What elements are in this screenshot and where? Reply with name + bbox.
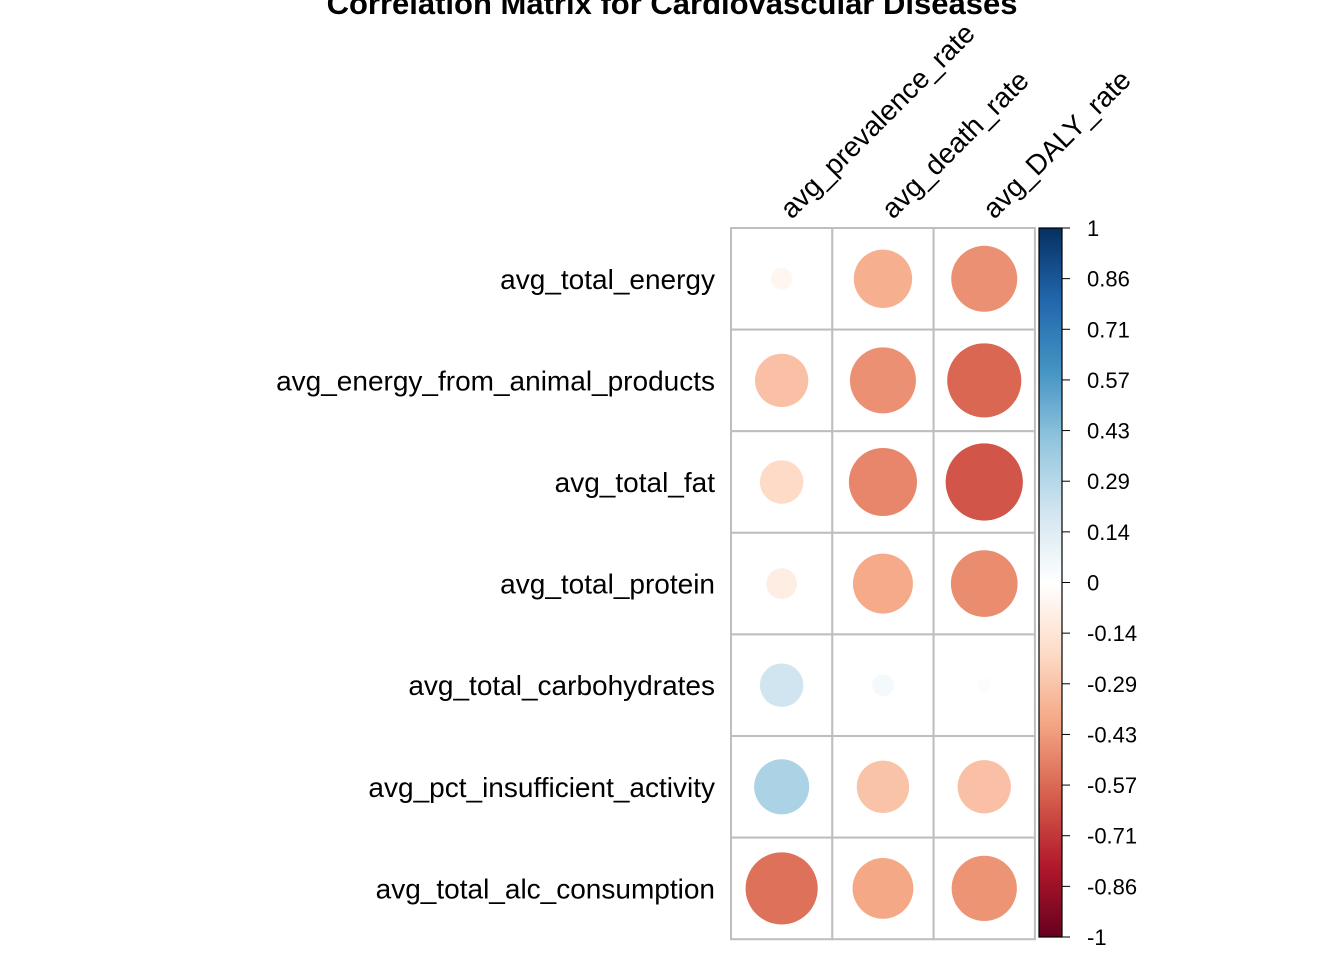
correlation-circle	[856, 760, 910, 813]
row-label: avg_total_alc_consumption	[376, 873, 715, 904]
row-label: avg_energy_from_animal_products	[276, 365, 715, 396]
colorbar-tick-label: -0.29	[1087, 672, 1137, 697]
correlation-circle	[759, 663, 804, 707]
colorbar-tick-label: -0.86	[1087, 874, 1137, 899]
correlation-circle	[766, 568, 798, 599]
colorbar-tick-label: 0.43	[1087, 419, 1130, 444]
correlation-circle	[745, 852, 818, 925]
colorbar-tick-label: 0.86	[1087, 267, 1130, 292]
correlation-circle	[754, 759, 810, 815]
row-label: avg_pct_insufficient_activity	[368, 772, 715, 803]
colorbar-tick-label: -0.14	[1087, 621, 1137, 646]
correlation-circle	[951, 855, 1017, 922]
correlation-circle	[852, 858, 914, 919]
colorbar-tick-label: -0.43	[1087, 722, 1137, 747]
correlation-circle	[945, 443, 1023, 521]
row-label: avg_total_energy	[500, 264, 715, 295]
colorbar-tick-label: 0.14	[1087, 520, 1130, 545]
row-label: avg_total_fat	[555, 467, 716, 498]
matrix-cells	[730, 227, 1036, 941]
row-label: avg_total_protein	[500, 569, 715, 600]
row-labels: avg_total_energy avg_energy_from_animal_p…	[276, 264, 715, 905]
colorbar-tick-label: -0.57	[1087, 773, 1137, 798]
matrix-cell	[831, 633, 935, 738]
correlation-circle	[759, 460, 804, 504]
colorbar	[1038, 227, 1063, 938]
correlation-circle	[770, 267, 793, 290]
colorbar-tick-label: 0.71	[1087, 317, 1130, 342]
colorbar-tick-label: 0.29	[1087, 469, 1130, 494]
column-label: avg_prevalence_rate	[774, 17, 981, 224]
colorbar-tick-label: 1	[1087, 216, 1099, 241]
correlation-circle	[977, 678, 992, 693]
correlation-circle	[951, 245, 1018, 312]
colorbar-tick-label: -1	[1087, 925, 1107, 950]
colorbar-tick-label: -0.71	[1087, 824, 1137, 849]
correlation-circle	[755, 353, 809, 408]
correlation-circle	[947, 343, 1022, 418]
row-label: avg_total_carbohydrates	[408, 670, 715, 701]
correlation-circle	[872, 674, 894, 697]
chart-title: Correlation Matrix for Cardiovascular Di…	[327, 0, 1018, 21]
column-labels: avg_prevalence_rateavg_death_rateavg_DAL…	[774, 17, 1137, 224]
correlation-circle	[852, 553, 913, 614]
correlation-circle	[957, 760, 1011, 814]
colorbar-tick-label: 0.57	[1087, 368, 1130, 393]
correlation-circle	[848, 447, 918, 517]
colorbar-tick-label: 0	[1087, 571, 1099, 596]
correlation-circle	[853, 249, 913, 308]
colorbar-legend: 1 0.86 0.71 0.57 0.43 0.29 0.14 0 -0.14 -0.29 -0.4…	[1038, 216, 1137, 950]
correlation-circle	[950, 550, 1018, 617]
correlation-circle	[849, 347, 916, 414]
